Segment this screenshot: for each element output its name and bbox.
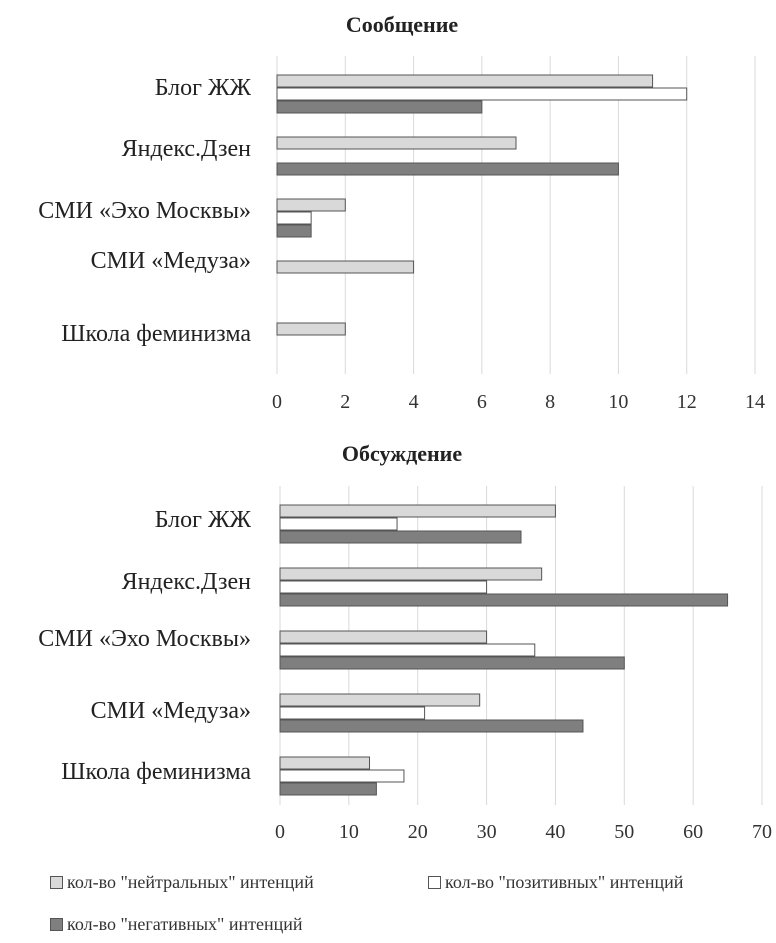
legend-swatch-neutral	[50, 876, 63, 889]
x-tick-label: 14	[745, 391, 765, 413]
legend-label-positive: кол-во "позитивных" интенций	[445, 872, 684, 892]
category-label: Школа феминизма	[61, 321, 251, 347]
bar	[279, 567, 543, 581]
legend-label-negative: кол-во "негативных" интенций	[67, 914, 303, 934]
bar	[279, 504, 556, 518]
bar	[276, 87, 688, 101]
bar	[276, 211, 312, 225]
chart-title: Сообщение	[346, 12, 459, 37]
x-tick-label: 2	[340, 391, 350, 413]
x-tick-label: 20	[408, 821, 428, 843]
bar	[276, 260, 415, 274]
bar	[279, 769, 405, 783]
legend-item-negative: кол-во "негативных" интенций	[50, 914, 303, 935]
bar	[279, 719, 584, 733]
legend-item-positive: кол-во "позитивных" интенций	[428, 872, 683, 893]
category-label: СМИ «Медуза»	[91, 248, 251, 274]
category-label: СМИ «Медуза»	[91, 698, 251, 724]
x-tick-label: 10	[608, 391, 628, 413]
bar	[279, 693, 481, 707]
bar	[279, 630, 488, 644]
chart-title: Обсуждение	[342, 441, 462, 466]
category-label: СМИ «Эхо Москвы»	[38, 198, 251, 224]
bar	[279, 643, 536, 657]
bar	[279, 656, 625, 670]
category-label: Школа феминизма	[61, 759, 251, 785]
bar	[279, 756, 371, 770]
legend-swatch-positive	[428, 876, 441, 889]
bar	[279, 580, 488, 594]
bar	[276, 162, 619, 176]
x-tick-label: 10	[339, 821, 359, 843]
x-tick-label: 70	[752, 821, 772, 843]
bar	[279, 782, 377, 796]
bar	[276, 224, 312, 238]
bar	[276, 322, 346, 336]
bar	[279, 517, 398, 531]
x-tick-label: 40	[545, 821, 565, 843]
category-label: Блог ЖЖ	[155, 75, 252, 101]
bar	[279, 706, 426, 720]
x-tick-label: 6	[477, 391, 487, 413]
chart-2: Обсуждение 0 10 20 30 40 50 60 70 Блог ЖЖ Яндекс.Д…	[38, 441, 772, 843]
legend-label-neutral: кол-во "нейтральных" интенций	[67, 872, 314, 892]
x-tick-label: 0	[275, 821, 285, 843]
bar	[276, 100, 483, 114]
x-tick-label: 0	[272, 391, 282, 413]
category-label: Яндекс.Дзен	[122, 569, 252, 595]
bar	[276, 198, 346, 212]
x-tick-label: 12	[677, 391, 697, 413]
category-label: СМИ «Эхо Москвы»	[38, 626, 251, 652]
legend-swatch-negative	[50, 918, 63, 931]
category-label: Блог ЖЖ	[155, 507, 252, 533]
bar	[276, 74, 654, 88]
bar	[279, 530, 522, 544]
x-tick-label: 60	[683, 821, 703, 843]
bar	[276, 136, 517, 150]
x-tick-label: 4	[409, 391, 419, 413]
x-tick-label: 30	[477, 821, 497, 843]
x-tick-label: 50	[614, 821, 634, 843]
chart-1: Сообщение 0 2 4 6 8 10 12 14 Блог ЖЖ Яндекс.Дзен СМ…	[38, 12, 765, 413]
category-label: Яндекс.Дзен	[122, 136, 252, 162]
bar	[279, 593, 729, 607]
x-tick-label: 8	[545, 391, 555, 413]
legend-item-neutral: кол-во "нейтральных" интенций	[50, 872, 314, 893]
